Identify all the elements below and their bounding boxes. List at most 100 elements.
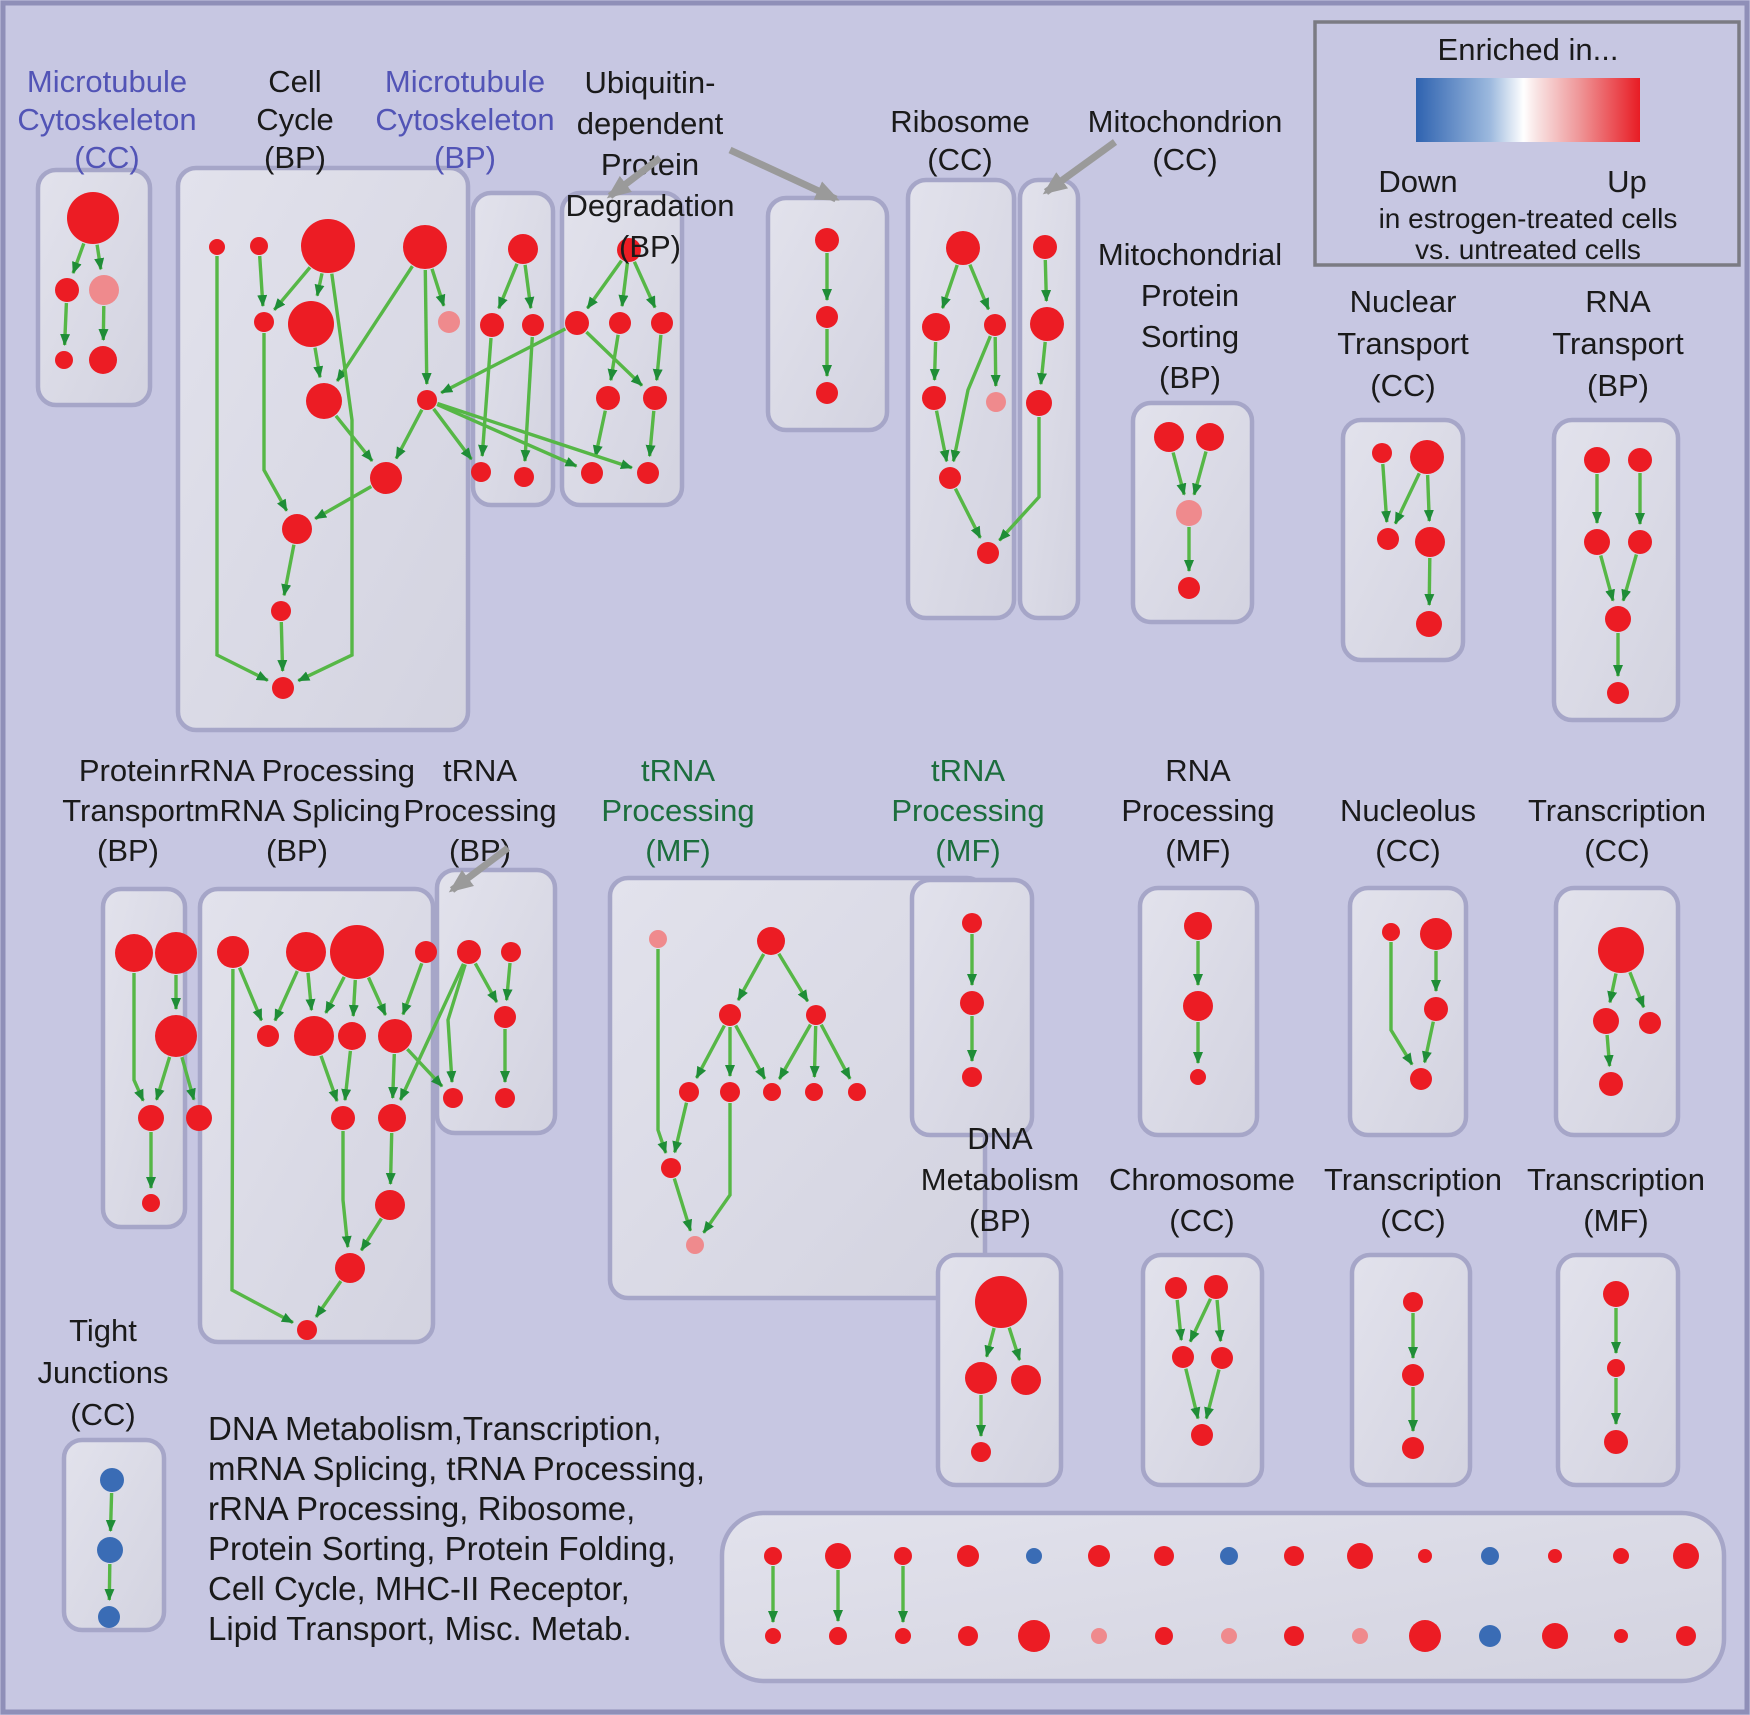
trbp-node-c bbox=[494, 1006, 516, 1028]
mbp-edge bbox=[523, 264, 535, 310]
dna-edge bbox=[1007, 1327, 1022, 1361]
legend-title: Enriched in... bbox=[1438, 32, 1619, 67]
pt-group-box bbox=[100, 886, 188, 1230]
ub1-node-f bbox=[581, 462, 603, 484]
cc-node-j bbox=[282, 514, 312, 544]
cross-edge bbox=[406, 1047, 444, 1088]
ub1-edge bbox=[652, 334, 663, 382]
mbp-node-l bbox=[480, 313, 504, 337]
ub1-node-t bbox=[617, 238, 641, 262]
tcc2-node-c bbox=[1402, 1437, 1424, 1459]
trmf1-edge bbox=[702, 1103, 732, 1234]
cc-node-i bbox=[370, 462, 402, 494]
mps-label: Mitochondrial Protein Sorting (BP) bbox=[1098, 237, 1282, 395]
wide-node-t4 bbox=[957, 1545, 979, 1567]
trbp-edge bbox=[502, 962, 513, 1002]
chr-node-d bbox=[1211, 1347, 1233, 1369]
pt-edge bbox=[154, 1056, 172, 1101]
trmf1-node-mr bbox=[806, 1005, 826, 1025]
wide-node-b10 bbox=[1352, 1628, 1368, 1644]
dna-node-t bbox=[975, 1276, 1027, 1328]
mcc-node-a bbox=[67, 192, 119, 244]
mps-node-p bbox=[1176, 500, 1202, 526]
tj-node-c bbox=[98, 1606, 120, 1628]
cc-edge bbox=[430, 268, 446, 307]
ub1-node-d bbox=[596, 386, 620, 410]
ncl-node-b bbox=[1420, 918, 1452, 950]
cross-edge bbox=[436, 402, 578, 468]
rrna-node-m bbox=[297, 1320, 317, 1340]
tj-node-b bbox=[97, 1537, 123, 1563]
wide-node-t9 bbox=[1284, 1546, 1304, 1566]
rib-node-pk bbox=[986, 392, 1006, 412]
tcc2-node-b bbox=[1402, 1364, 1424, 1386]
rnat-node-a bbox=[1584, 447, 1610, 473]
pt-node-a bbox=[115, 934, 153, 972]
tcc1-node-l bbox=[1593, 1008, 1619, 1034]
ncl-edge bbox=[1422, 1021, 1435, 1064]
rib-edge bbox=[968, 263, 991, 311]
ub1-edge bbox=[592, 410, 607, 458]
rrna-node-j bbox=[378, 1104, 406, 1132]
rrna-node-f bbox=[294, 1016, 334, 1056]
nuc-label: Nuclear Transport (CC) bbox=[1337, 284, 1469, 403]
wide-node-b14 bbox=[1614, 1629, 1628, 1643]
rrna-edge bbox=[237, 967, 264, 1022]
rib-group-box bbox=[905, 177, 1017, 621]
misc-category-text-line: Cell Cycle, MHC-II Receptor, bbox=[208, 1570, 630, 1607]
cc-edge bbox=[272, 266, 312, 311]
rpmf-node-a bbox=[1184, 912, 1212, 940]
tj-group-box bbox=[61, 1437, 167, 1633]
mcc-edge bbox=[94, 244, 105, 271]
mbp-node-br bbox=[514, 467, 534, 487]
trbp-node-e bbox=[495, 1088, 515, 1108]
trmf1-edge bbox=[809, 1025, 820, 1078]
rnat-node-d bbox=[1628, 530, 1652, 554]
rrna-node-e bbox=[257, 1025, 279, 1047]
trbp-edge bbox=[446, 963, 467, 1083]
trmf2-node-c bbox=[962, 1067, 982, 1087]
rrna-node-k bbox=[375, 1190, 405, 1220]
wide-node-b11 bbox=[1409, 1620, 1441, 1652]
wide-node-b2 bbox=[829, 1627, 847, 1645]
nuc-node-a bbox=[1372, 443, 1392, 463]
wide-node-t3 bbox=[894, 1547, 912, 1565]
trmf1-edge bbox=[777, 1023, 812, 1080]
rrna-edge bbox=[341, 1050, 353, 1102]
wide-node-b7 bbox=[1155, 1627, 1173, 1645]
tcc1-label: Transcription (CC) bbox=[1528, 793, 1706, 868]
tcc1-node-b bbox=[1599, 1072, 1623, 1096]
rib-node-t bbox=[946, 231, 980, 265]
legend-subtitle-1: in estrogen-treated cells bbox=[1379, 203, 1678, 234]
ub2-node-b bbox=[816, 306, 838, 328]
misc-category-text-line: DNA Metabolism,Transcription, bbox=[208, 1410, 662, 1447]
tcc1-edge bbox=[1607, 973, 1618, 1004]
trmf1-edge bbox=[777, 952, 810, 1003]
rib-edge bbox=[934, 410, 950, 463]
rrna-node-g bbox=[338, 1022, 366, 1050]
label-pointer-arrow bbox=[728, 146, 840, 203]
rnat-label: RNA Transport (BP) bbox=[1552, 284, 1684, 403]
rnat-node-c bbox=[1584, 529, 1610, 555]
dna-node-r bbox=[1011, 1365, 1041, 1395]
trbp-node-a bbox=[457, 940, 481, 964]
wide-node-b15 bbox=[1676, 1626, 1696, 1646]
trmf1-node-t bbox=[757, 927, 785, 955]
label-pointer-arrow bbox=[448, 845, 511, 893]
mit-node-c bbox=[1026, 390, 1052, 416]
cross-edge bbox=[398, 963, 466, 1101]
legend-gradient-bar bbox=[1416, 78, 1640, 142]
mcc-node-b bbox=[55, 278, 79, 302]
mcc-edge bbox=[98, 305, 109, 341]
nuc-node-d bbox=[1415, 527, 1445, 557]
wide-node-b8 bbox=[1221, 1628, 1237, 1644]
cross-edge bbox=[998, 417, 1041, 542]
mcc-edge bbox=[71, 242, 86, 275]
legend-up-label: Up bbox=[1607, 164, 1647, 199]
cc-node-e bbox=[254, 312, 274, 332]
chr-edge bbox=[1184, 1368, 1201, 1420]
trbp-node-d bbox=[443, 1088, 463, 1108]
misc-category-text-line: Lipid Transport, Misc. Metab. bbox=[208, 1610, 632, 1647]
trmf1-node-cv bbox=[661, 1158, 681, 1178]
